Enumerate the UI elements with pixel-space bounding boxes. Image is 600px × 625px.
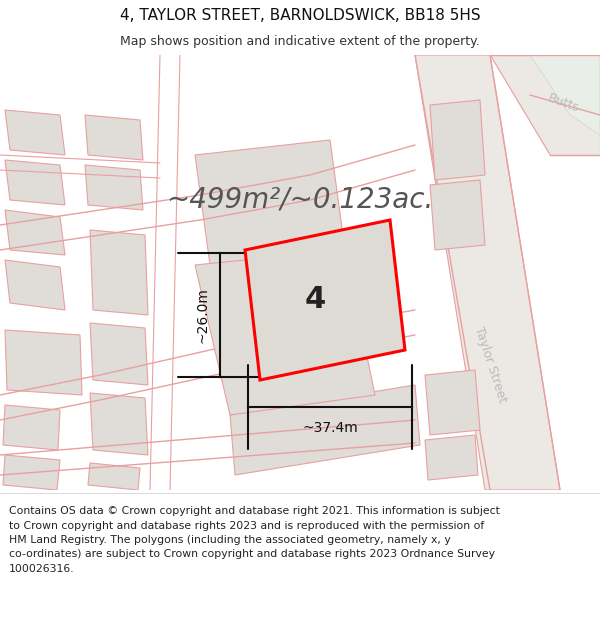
Polygon shape bbox=[230, 385, 420, 475]
Polygon shape bbox=[530, 55, 600, 135]
Polygon shape bbox=[5, 260, 65, 310]
Polygon shape bbox=[5, 160, 65, 205]
Polygon shape bbox=[90, 393, 148, 455]
Polygon shape bbox=[425, 370, 480, 435]
Text: ~26.0m: ~26.0m bbox=[195, 287, 209, 343]
Text: 4, TAYLOR STREET, BARNOLDSWICK, BB18 5HS: 4, TAYLOR STREET, BARNOLDSWICK, BB18 5HS bbox=[119, 8, 481, 23]
Polygon shape bbox=[3, 455, 60, 490]
Polygon shape bbox=[430, 100, 485, 180]
Polygon shape bbox=[85, 115, 143, 160]
Polygon shape bbox=[425, 435, 478, 480]
Polygon shape bbox=[88, 463, 140, 490]
Polygon shape bbox=[490, 55, 600, 155]
Polygon shape bbox=[430, 180, 485, 250]
Text: Butts: Butts bbox=[545, 91, 581, 115]
Text: ~37.4m: ~37.4m bbox=[302, 421, 358, 435]
Text: Map shows position and indicative extent of the property.: Map shows position and indicative extent… bbox=[120, 35, 480, 48]
Text: ~499m²/~0.123ac.: ~499m²/~0.123ac. bbox=[166, 186, 434, 214]
Polygon shape bbox=[415, 55, 560, 490]
Polygon shape bbox=[5, 110, 65, 155]
Text: 4: 4 bbox=[304, 286, 326, 314]
Polygon shape bbox=[85, 165, 143, 210]
Text: Contains OS data © Crown copyright and database right 2021. This information is : Contains OS data © Crown copyright and d… bbox=[9, 506, 500, 574]
Polygon shape bbox=[5, 330, 82, 395]
Polygon shape bbox=[245, 220, 405, 380]
Polygon shape bbox=[195, 250, 375, 415]
Polygon shape bbox=[90, 230, 148, 315]
Polygon shape bbox=[90, 323, 148, 385]
Polygon shape bbox=[3, 405, 60, 450]
Text: Taylor Street: Taylor Street bbox=[472, 326, 508, 404]
Polygon shape bbox=[195, 140, 345, 265]
Polygon shape bbox=[5, 210, 65, 255]
